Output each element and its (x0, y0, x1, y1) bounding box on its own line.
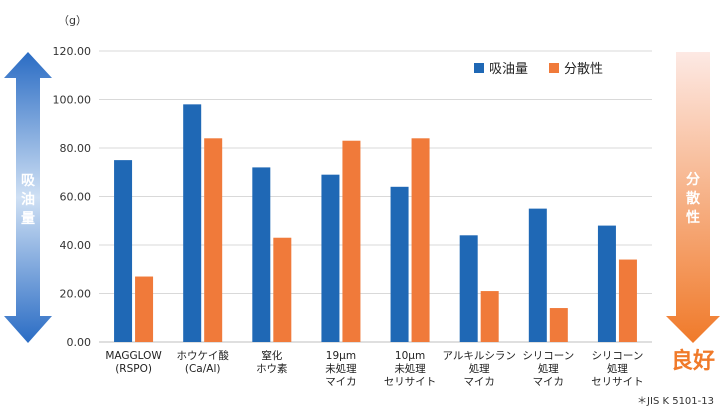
category-label-line: マイカ (463, 376, 495, 388)
y-tick-label: 120.00 (53, 45, 92, 58)
category-label: シリコーン処理マイカ (522, 350, 574, 388)
category-label-line: マイカ (325, 376, 357, 388)
y-unit-label: （g） (58, 14, 87, 27)
bar-oil-absorption (321, 174, 340, 342)
good-label: 良好 (671, 348, 715, 374)
y-tick-label: 100.00 (53, 94, 92, 107)
category-label-line: 未処理 (325, 362, 357, 375)
category-label-line: ホウ素 (256, 362, 288, 375)
legend-swatch-oil (474, 63, 484, 73)
right-arrow-label-3: 性 (686, 209, 700, 226)
category-label: アルキルシラン処理マイカ (442, 350, 515, 388)
right-arrow-shape (666, 52, 720, 343)
legend: 吸油量 分散性 (474, 62, 603, 77)
category-label: シリコーン処理セリサイト (591, 350, 644, 388)
bars (114, 104, 637, 342)
bar-oil-absorption (183, 104, 202, 342)
bar-oil-absorption (390, 186, 409, 342)
right-down-arrow: 分 散 性 良好 (666, 52, 720, 374)
category-label: 10μm 未処理セリサイト (384, 350, 437, 388)
category-label-line: 10μm (395, 350, 425, 362)
bar-oil-absorption (528, 208, 547, 342)
footnote: ＊JIS K 5101-13 (637, 396, 714, 407)
bar-dispersion (135, 276, 154, 342)
category-label-line: マイカ (533, 376, 565, 388)
bar-dispersion (618, 259, 637, 342)
category-label-line: ホウケイ酸 (177, 349, 230, 362)
left-arrow-label-3: 量 (21, 211, 35, 227)
category-label: 窒化ホウ素 (256, 349, 288, 375)
left-arrow-label-2: 油 (21, 191, 35, 208)
bar-oil-absorption (597, 225, 616, 342)
legend-swatch-dispersion (549, 63, 559, 73)
bar-dispersion (273, 237, 292, 342)
category-label-line: セリサイト (591, 376, 644, 388)
y-tick-label: 0.00 (67, 336, 92, 349)
category-label: MAGGLOW (RSPO) (105, 350, 162, 375)
category-label-line: シリコーン (522, 350, 574, 362)
grid (99, 50, 652, 343)
bar-dispersion (411, 138, 430, 342)
category-label: 19μm 未処理マイカ (325, 350, 357, 388)
y-tick-label: 60.00 (60, 191, 92, 204)
bar-oil-absorption (114, 160, 133, 342)
category-label-line: (Ca/Al) (185, 363, 221, 375)
legend-label-oil: 吸油量 (489, 62, 528, 77)
left-arrow-label-1: 吸 (21, 173, 36, 189)
category-label: ホウケイ酸(Ca/Al) (177, 349, 230, 375)
category-label-line: 窒化 (261, 349, 282, 362)
category-label-line: 処理 (538, 362, 559, 375)
category-label-line: 19μm (326, 350, 356, 362)
y-axis-ticks: 0.00 20.00 40.00 60.00 80.00 100.00 120.00 (53, 45, 92, 349)
left-arrow-shape (4, 52, 52, 343)
bar-dispersion (342, 140, 361, 342)
category-label-line: 処理 (469, 362, 490, 375)
y-tick-label: 80.00 (60, 142, 92, 155)
legend-label-dispersion: 分散性 (564, 62, 603, 77)
left-double-arrow: 吸 油 量 (4, 52, 52, 343)
category-label-line: MAGGLOW (105, 350, 162, 362)
category-label-line: (RSPO) (115, 363, 152, 375)
right-arrow-label-1: 分 (686, 172, 700, 188)
bar-dispersion (480, 291, 499, 342)
category-label-line: シリコーン (591, 350, 643, 362)
category-label-line: セリサイト (384, 376, 437, 388)
bar-oil-absorption (459, 235, 478, 342)
y-tick-label: 20.00 (60, 288, 92, 301)
bar-dispersion (549, 308, 568, 342)
y-tick-label: 40.00 (60, 239, 92, 252)
bar-oil-absorption (252, 167, 271, 342)
right-arrow-label-2: 散 (686, 190, 701, 207)
category-label-line: アルキルシラン (442, 350, 515, 362)
bar-dispersion (204, 138, 223, 342)
category-label-line: 未処理 (394, 362, 426, 375)
category-label-line: 処理 (607, 362, 628, 375)
